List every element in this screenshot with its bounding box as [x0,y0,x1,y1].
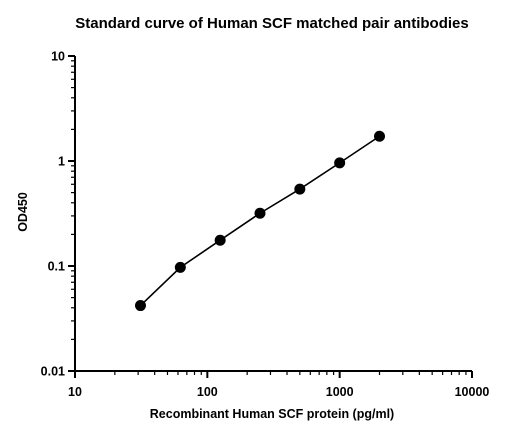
axes [68,55,473,378]
data-point [174,261,186,273]
y-tick-label: 1 [58,155,65,169]
chart-title: Standard curve of Human SCF matched pair… [75,15,468,32]
y-tick-label: 0.01 [41,365,65,379]
y-tick-label: 0.1 [48,260,65,274]
data-point [334,157,346,169]
plot-area [134,130,386,312]
x-axis-label: Recombinant Human SCF protein (pg/ml) [150,407,394,421]
x-tick-label: 10 [68,385,82,399]
x-tick-label: 1000 [326,385,354,399]
y-axis-label: OD450 [16,192,30,232]
data-point [214,234,226,246]
data-point [294,183,306,195]
x-tick-label: 100 [197,385,218,399]
x-tick-label: 10000 [455,385,490,399]
data-point [374,130,386,142]
tick-labels: 10 100 1000 10000 0.01 0.1 1 10 [41,50,490,400]
data-point [134,300,146,312]
y-tick-label: 10 [51,50,65,64]
data-point [254,207,266,219]
